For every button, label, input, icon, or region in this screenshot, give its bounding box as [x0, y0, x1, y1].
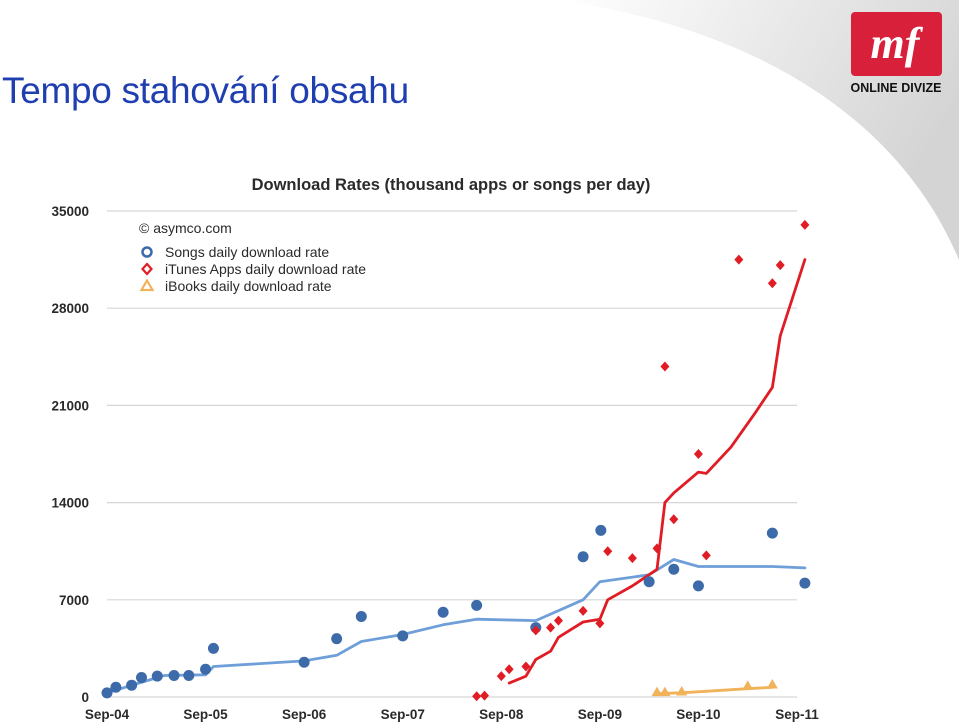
triangle-point — [676, 685, 688, 696]
trend-lines — [105, 258, 807, 695]
triangle-point — [659, 686, 671, 697]
circle-point — [200, 663, 212, 675]
diamond-point — [627, 553, 637, 564]
circle-point — [331, 633, 343, 645]
circle-point — [577, 551, 589, 563]
y-tick-label: 0 — [81, 690, 89, 705]
x-axis: Sep-04 Sep-05 Sep-06 Sep-07 Sep-08 Sep-09 Sep-… — [85, 707, 819, 722]
legend-entry: iBooks daily download rate — [139, 278, 332, 294]
x-tick-label: Sep-07 — [381, 707, 425, 722]
circle-point — [355, 610, 367, 622]
circle-point — [471, 599, 483, 611]
y-tick-label: 35000 — [51, 204, 89, 219]
x-tick-label: Sep-11 — [775, 707, 819, 722]
legend-entry: iTunes Apps daily download rate — [141, 261, 366, 277]
grid-lines — [107, 210, 797, 698]
circle-point — [692, 580, 704, 592]
triangle-point — [766, 679, 778, 689]
x-tick-label: Sep-06 — [282, 707, 327, 722]
diamond-point — [578, 605, 588, 616]
diamond-point — [660, 361, 670, 372]
diamond-point — [652, 543, 662, 554]
diamond-point — [480, 690, 490, 701]
diamond-point — [472, 691, 482, 702]
chart-credit: © asymco.com — [139, 220, 232, 236]
legend-triangle-marker — [139, 278, 155, 292]
circle-point — [799, 577, 811, 589]
legend-entry: Songs daily download rate — [141, 244, 329, 260]
circle-point — [126, 679, 138, 691]
y-tick-label: 7000 — [59, 593, 89, 608]
x-tick-label: Sep-09 — [578, 707, 622, 722]
legend-diamond-marker — [141, 262, 153, 276]
legend-label: iBooks daily download rate — [165, 278, 332, 294]
circle-point — [397, 630, 409, 642]
diamond-point — [531, 625, 541, 636]
diamond-point — [496, 671, 506, 682]
diamond-point — [701, 550, 711, 561]
mf-logo-mark: mf — [871, 19, 924, 68]
diamond-point — [693, 449, 703, 459]
circle-point — [643, 576, 655, 588]
circle-point — [168, 669, 180, 681]
mf-logo: mf — [851, 12, 942, 76]
diamond-point — [603, 546, 613, 557]
chart-title: Download Rates (thousand apps or songs p… — [252, 176, 651, 194]
slide-title: Tempo stahování obsahu — [2, 70, 409, 111]
circle-point — [110, 681, 122, 693]
circle-point — [298, 656, 310, 668]
triangle-point — [651, 686, 663, 697]
circle-point — [668, 563, 680, 575]
y-axis: 0 7000 14000 21000 28000 35000 — [51, 204, 89, 705]
logo-mark-text: mf — [871, 19, 924, 68]
circle-point — [136, 672, 147, 684]
circle-point — [595, 524, 607, 536]
logo-caption: ONLINE DIVIZE — [850, 81, 942, 95]
data-points — [101, 219, 811, 702]
x-tick-label: Sep-08 — [479, 707, 524, 722]
x-tick-label: Sep-10 — [676, 707, 720, 722]
x-tick-label: Sep-04 — [85, 707, 130, 722]
legend-circle-marker — [141, 246, 153, 258]
trend-line-1 — [105, 558, 807, 695]
y-tick-label: 28000 — [51, 301, 89, 316]
circle-point — [766, 527, 778, 539]
circle-point — [151, 670, 163, 682]
diamond-point — [504, 664, 514, 675]
diamond-point — [553, 615, 563, 626]
diamond-point — [767, 278, 777, 289]
circle-point — [437, 606, 449, 618]
diamond-point — [595, 618, 605, 629]
diamond-point — [734, 254, 744, 265]
legend-label: iTunes Apps daily download rate — [165, 261, 366, 277]
y-tick-label: 21000 — [51, 398, 89, 413]
diamond-point — [669, 514, 679, 525]
circle-point — [101, 687, 113, 699]
trend-line-3 — [507, 258, 807, 685]
diamond-point — [775, 260, 785, 271]
circle-point — [207, 642, 219, 654]
x-tick-label: Sep-05 — [183, 707, 228, 722]
circle-point — [183, 669, 195, 681]
y-tick-label: 14000 — [51, 496, 89, 511]
legend: © asymco.com Songs daily download rateiT… — [139, 220, 366, 294]
diamond-point — [521, 661, 531, 672]
diamond-point — [800, 219, 810, 230]
diamond-point — [546, 622, 556, 633]
trend-line-5 — [655, 685, 774, 695]
download-rates-chart: Download Rates (thousand apps or songs p… — [51, 176, 819, 722]
triangle-point — [742, 680, 754, 690]
legend-label: Songs daily download rate — [165, 244, 329, 260]
